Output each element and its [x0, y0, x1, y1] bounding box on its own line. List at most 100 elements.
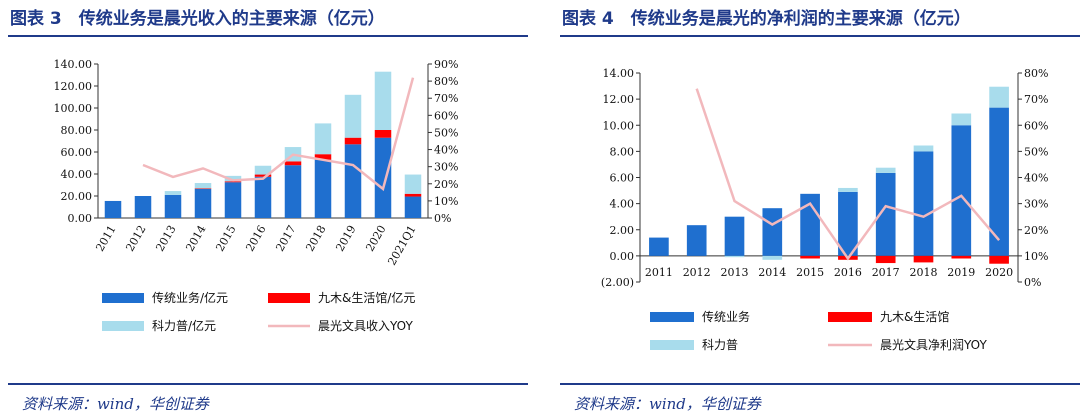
- y2-tick-label: 0%: [1024, 276, 1041, 289]
- revenue-chart: 0.00 20.00 40.00 60.00 80.00 100.00 120.00 140.…: [54, 58, 459, 333]
- source-note: 资料来源：wind，华创证券: [22, 395, 209, 413]
- x-tick-label: 2019: [333, 223, 358, 254]
- x-tick-label: 2011: [645, 266, 673, 279]
- x-tick-label: 2015: [796, 266, 824, 279]
- bar-科力普/亿元: [164, 191, 182, 195]
- y2-tick-label: 20%: [1024, 224, 1048, 237]
- bar-科力普: [724, 255, 745, 258]
- bar-科力普: [762, 255, 783, 260]
- bar-九木&生活馆: [989, 255, 1009, 264]
- yoy-line: [695, 88, 1001, 261]
- bar-科力普: [951, 113, 972, 126]
- legend-swatch: [102, 293, 144, 303]
- source-divider: [560, 383, 1080, 385]
- profit-chart: (2.00) 0.00 2.00 4.00 6.00 8.00 10.00 12.00 14.0…: [601, 67, 1049, 352]
- bar-传统业务/亿元: [254, 176, 272, 218]
- bar-传统业务/亿元: [284, 165, 302, 218]
- y-tick-label: 14.00: [603, 67, 635, 80]
- y2-tick-label: 0%: [434, 212, 451, 225]
- chart-area: 0.00 20.00 40.00 60.00 80.00 100.00 120.00 140.…: [18, 40, 516, 378]
- bar-九木&生活馆/亿元: [314, 154, 332, 160]
- bar-九木&生活馆: [913, 255, 934, 263]
- y2-tick-label: 70%: [434, 92, 458, 105]
- y2-tick-label: 50%: [1024, 145, 1048, 158]
- y2-tick-label: 80%: [434, 75, 458, 88]
- x-tick-label: 2011: [93, 223, 118, 254]
- bar-九木&生活馆: [875, 255, 896, 264]
- y-tick-label: 12.00: [603, 93, 635, 106]
- bar-传统业务: [913, 151, 934, 256]
- y-tick-label: 2.00: [610, 224, 635, 237]
- y-tick-label: 10.00: [603, 119, 635, 132]
- bar-传统业务/亿元: [224, 182, 242, 218]
- y-tick-label: 20.00: [61, 190, 93, 203]
- panel-title: 图表 4 传统业务是晨光的净利润的主要来源（亿元）: [562, 9, 971, 29]
- x-tick-label: 2013: [153, 223, 178, 254]
- y2-tick-label: 30%: [434, 161, 458, 174]
- bar-九木&生活馆: [951, 255, 972, 259]
- y2-tick-label: 90%: [434, 58, 458, 71]
- bar-九木&生活馆: [800, 255, 820, 259]
- y-tick-label: 140.00: [54, 58, 93, 71]
- bar-传统业务/亿元: [374, 137, 392, 218]
- chart-panel-revenue: 图表 3 传统业务是晨光收入的主要来源（亿元） 0.00 20.00 40.00 60…: [8, 0, 528, 419]
- bar-九木&生活馆/亿元: [344, 137, 362, 145]
- legend-swatch: [650, 312, 694, 322]
- bar-科力普/亿元: [374, 71, 392, 130]
- legend-swatch: [828, 312, 872, 322]
- y2-tick-label: 20%: [434, 178, 458, 191]
- source-note: 资料来源：wind，华创证券: [574, 395, 761, 413]
- x-tick-label: 2021Q1: [385, 223, 418, 268]
- legend-label: 传统业务: [702, 309, 750, 324]
- x-tick-label: 2014: [183, 223, 208, 254]
- y-tick-label: 4.00: [610, 198, 635, 211]
- y-tick-label: 6.00: [610, 172, 635, 185]
- x-tick-label: 2016: [834, 266, 862, 279]
- bar-传统业务: [762, 208, 783, 256]
- title-divider: [8, 35, 528, 37]
- y-tick-label: 0.00: [68, 212, 93, 225]
- legend-swatch: [650, 340, 694, 350]
- bar-传统业务/亿元: [194, 188, 212, 218]
- y-tick-label: 120.00: [54, 80, 93, 93]
- y2-tick-label: 40%: [1024, 172, 1048, 185]
- bar-九木&生活馆/亿元: [194, 188, 212, 190]
- bar-传统业务/亿元: [344, 144, 362, 218]
- y-tick-label: 80.00: [61, 124, 93, 137]
- bar-科力普: [875, 167, 896, 173]
- legend-swatch: [102, 321, 144, 331]
- bar-科力普/亿元: [194, 183, 212, 189]
- y2-tick-label: 50%: [434, 126, 458, 139]
- legend-label: 晨光文具净利润YOY: [880, 337, 987, 352]
- y2-tick-label: 80%: [1024, 67, 1048, 80]
- panel-title: 图表 3 传统业务是晨光收入的主要来源（亿元）: [10, 9, 385, 29]
- bar-科力普/亿元: [224, 175, 242, 182]
- source-divider: [8, 383, 528, 385]
- y2-tick-label: 70%: [1024, 93, 1048, 106]
- bar-传统业务/亿元: [314, 159, 332, 218]
- y2-tick-label: 40%: [434, 144, 458, 157]
- bar-科力普/亿元: [404, 174, 422, 194]
- y-tick-label: 8.00: [610, 145, 635, 158]
- x-tick-label: 2018: [910, 266, 938, 279]
- bar-九木&生活馆/亿元: [374, 130, 392, 138]
- title-divider: [560, 35, 1080, 37]
- bar-科力普/亿元: [254, 165, 272, 175]
- y-tick-label: 0.00: [610, 250, 635, 263]
- bar-传统业务/亿元: [134, 196, 152, 218]
- bar-传统业务: [875, 172, 896, 256]
- x-tick-label: 2020: [363, 223, 388, 254]
- chart-area: (2.00) 0.00 2.00 4.00 6.00 8.00 10.00 12.00 14.0…: [570, 40, 1068, 378]
- x-tick-label: 2015: [213, 223, 238, 254]
- bar-九木&生活馆/亿元: [404, 193, 422, 197]
- bar-九木&生活馆/亿元: [224, 181, 242, 183]
- legend-label: 九木&生活馆/亿元: [318, 290, 415, 305]
- x-tick-label: 2013: [721, 266, 749, 279]
- bar-传统业务: [649, 237, 669, 256]
- legend-label: 科力普/亿元: [152, 318, 216, 333]
- bar-传统业务/亿元: [104, 200, 122, 218]
- x-tick-label: 2012: [683, 266, 711, 279]
- bar-传统业务/亿元: [164, 194, 182, 218]
- bar-传统业务: [989, 107, 1009, 256]
- x-tick-label: 2014: [758, 266, 786, 279]
